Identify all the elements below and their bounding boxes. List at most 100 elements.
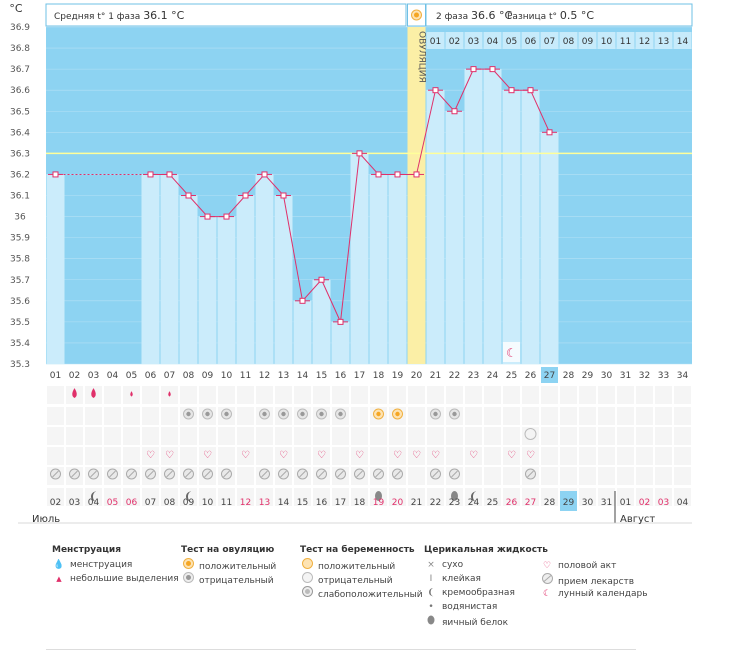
ovulation-column <box>407 27 426 364</box>
date-label: 08 <box>164 498 176 508</box>
x-tick-label: 05 <box>126 371 137 381</box>
symbol-cell <box>123 407 140 425</box>
symbol-cell <box>161 427 178 445</box>
ovulation-test-core <box>186 411 191 417</box>
x-tick-label: 23 <box>468 371 479 381</box>
symbol-cell <box>66 407 83 425</box>
temperature-segment <box>416 90 436 175</box>
symbol-cell <box>199 427 216 445</box>
temperature-point <box>413 171 420 178</box>
symbol-cell <box>332 386 349 404</box>
symbol-cell <box>237 488 254 506</box>
symbol-cell <box>123 427 140 445</box>
heart-mark: ♡ <box>317 450 326 461</box>
phase2-day-number: 07 <box>544 37 555 47</box>
date-label: 23 <box>449 498 460 508</box>
sticky-icon: I <box>429 574 433 584</box>
temperature-bar <box>160 174 179 364</box>
y-tick-label: 35.6 <box>10 297 30 307</box>
legend-ovulation-title: Тест на овуляцию <box>181 545 275 555</box>
symbol-cell <box>256 488 273 506</box>
temperature-segment <box>530 89 550 133</box>
x-tick-label: 18 <box>373 371 385 381</box>
symbol-cell <box>237 386 254 404</box>
symbol-cell <box>66 488 83 506</box>
symbol-cell <box>351 427 368 445</box>
temperature-point <box>489 66 496 73</box>
phase2-day-number: 10 <box>601 37 613 47</box>
x-tick-label: 24 <box>487 371 499 381</box>
eggwhite-mark <box>451 491 458 501</box>
symbol-cell <box>389 427 406 445</box>
x-tick-label: 34 <box>677 371 689 381</box>
x-tick-label: 11 <box>240 371 251 381</box>
temperature-bar <box>540 132 559 364</box>
temperature-point <box>394 171 401 178</box>
temperature-point <box>337 318 344 325</box>
y-tick-label: 35.3 <box>10 360 30 370</box>
x-tick-label: 06 <box>145 371 157 381</box>
symbol-cell <box>465 488 482 506</box>
negative-test-icon <box>181 572 195 588</box>
symbol-cell <box>256 427 273 445</box>
symbol-cell <box>655 488 672 506</box>
date-label: 31 <box>601 498 612 508</box>
symbol-cell <box>522 488 539 506</box>
ovulation-test-core <box>395 411 400 417</box>
x-tick-label: 19 <box>392 371 404 381</box>
symbol-cell <box>408 467 425 485</box>
symbol-cell <box>636 427 653 445</box>
symbol-cell <box>180 386 197 404</box>
phase2-day-number: 08 <box>563 37 575 47</box>
y-tick-label: 35.7 <box>10 276 30 286</box>
legend-label: водянистая <box>442 602 498 612</box>
pill-line <box>432 470 439 478</box>
y-tick-label: 35.9 <box>10 234 30 244</box>
symbol-cell <box>541 447 558 465</box>
bbt-chart: Средняя t° 1 фаза 36.1 °C 2 фаза 36.6 °CР… <box>9 2 693 525</box>
temperature-point <box>299 297 306 304</box>
date-label: 25 <box>487 498 498 508</box>
temperature-segment <box>226 195 246 217</box>
symbol-cell <box>579 447 596 465</box>
small-drop-icon: ▲ <box>56 575 62 583</box>
symbol-cell <box>294 386 311 404</box>
temperature-bar <box>426 90 445 364</box>
negative-pregnancy-icon <box>300 572 314 588</box>
legend-label: небольшие выделения <box>70 574 179 584</box>
phase1-label: Средняя t° 1 фаза 36.1 °C <box>54 9 185 22</box>
legend-label: сухо <box>442 560 464 570</box>
symbol-cell <box>541 467 558 485</box>
x-tick-label: 03 <box>88 371 99 381</box>
phase2-day-cell <box>521 32 540 49</box>
date-label: 07 <box>145 498 156 508</box>
x-tick-label: 21 <box>430 371 441 381</box>
temperature-bar <box>255 174 274 364</box>
symbol-cell <box>617 407 634 425</box>
x-tick-label: 13 <box>278 371 289 381</box>
phase2-day-number: 11 <box>620 37 631 47</box>
symbol-cell <box>408 386 425 404</box>
date-label: 30 <box>582 498 594 508</box>
heart-mark: ♡ <box>203 450 212 461</box>
symbol-cell <box>579 427 596 445</box>
symbol-cell <box>237 447 254 465</box>
symbol-cell <box>370 427 387 445</box>
symbol-cell <box>465 467 482 485</box>
symbol-cell <box>484 488 501 506</box>
phase2-day-cell <box>483 32 502 49</box>
weak-positive-icon <box>300 586 314 602</box>
date-label: 19 <box>373 498 385 508</box>
temperature-bar <box>521 90 540 364</box>
symbol-cell <box>332 427 349 445</box>
temperature-bar <box>293 300 312 364</box>
pill-line <box>71 470 78 478</box>
y-tick-label: 36.6 <box>10 86 30 96</box>
symbol-cell <box>408 488 425 506</box>
symbol-cell <box>351 386 368 404</box>
symbol-cell <box>408 407 425 425</box>
phase2-day-cell <box>597 32 616 49</box>
symbol-cell <box>275 386 292 404</box>
phase2-day-cell <box>445 32 464 49</box>
